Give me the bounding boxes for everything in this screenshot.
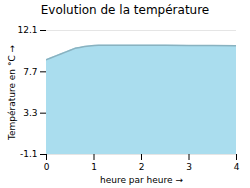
svg-text:3.3: 3.3: [23, 108, 37, 118]
svg-text:-1.1: -1.1: [20, 149, 38, 159]
svg-text:7.7: 7.7: [23, 67, 37, 77]
html-text:Evolution de la température: Evolution de la température: [40, 3, 210, 17]
svg-text:Température en °C →: Température en °C →: [7, 44, 17, 141]
svg-text:3: 3: [186, 162, 192, 172]
svg-text:heure par heure →: heure par heure →: [100, 175, 183, 185]
svg-text:12.1: 12.1: [17, 25, 37, 35]
svg-text:4: 4: [234, 162, 240, 172]
svg-text:2: 2: [139, 162, 145, 172]
svg-text:0: 0: [44, 162, 50, 172]
svg-text:1: 1: [91, 162, 97, 172]
